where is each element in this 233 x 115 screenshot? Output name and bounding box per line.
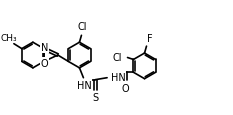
Text: S: S	[92, 93, 98, 103]
Text: HN: HN	[111, 72, 126, 82]
Text: HN: HN	[77, 80, 92, 90]
Text: F: F	[147, 34, 153, 44]
Text: Cl: Cl	[78, 22, 87, 32]
Text: O: O	[41, 58, 48, 68]
Text: N: N	[41, 43, 48, 53]
Text: O: O	[122, 83, 129, 93]
Text: CH₃: CH₃	[1, 33, 17, 42]
Text: Cl: Cl	[112, 52, 122, 62]
